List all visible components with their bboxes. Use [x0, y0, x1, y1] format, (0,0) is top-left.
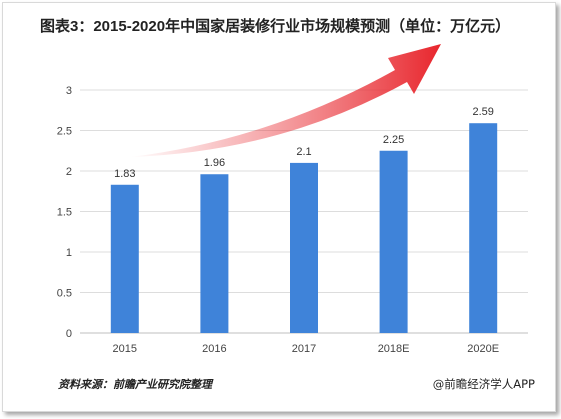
bar	[469, 123, 498, 334]
data-label: 2.25	[383, 134, 404, 146]
brand-credit: @前瞻经济学人APP	[432, 377, 535, 391]
y-tick-label: 1	[66, 247, 72, 259]
data-label: 2.1	[296, 146, 311, 158]
bar	[200, 174, 229, 333]
growth-arrow	[130, 44, 441, 157]
chart-frame	[2, 2, 556, 412]
x-tick-label: 2016	[202, 343, 226, 355]
bar	[110, 184, 139, 333]
data-label: 2.59	[472, 106, 493, 118]
y-tick-label: 1.5	[57, 207, 72, 219]
bar	[379, 150, 408, 333]
y-tick-label: 0	[66, 328, 72, 340]
chart-title: 图表3：2015-2020年中国家居装修行业市场规模预测（单位：万亿元）	[40, 18, 511, 35]
bar	[290, 162, 318, 333]
y-tick-label: 3	[66, 85, 72, 97]
x-tick-label: 2018E	[378, 343, 410, 355]
x-tick-label: 2020E	[467, 343, 499, 355]
x-tick-label: 2015	[113, 343, 137, 355]
y-tick-label: 2.5	[57, 126, 72, 138]
data-label: 1.83	[114, 168, 135, 180]
y-tick-label: 0.5	[57, 288, 72, 300]
y-tick-label: 2	[66, 166, 72, 178]
data-label: 1.96	[204, 157, 225, 169]
x-tick-label: 2017	[292, 343, 316, 355]
source-note: 资料来源：前瞻产业研究院整理	[58, 378, 212, 391]
